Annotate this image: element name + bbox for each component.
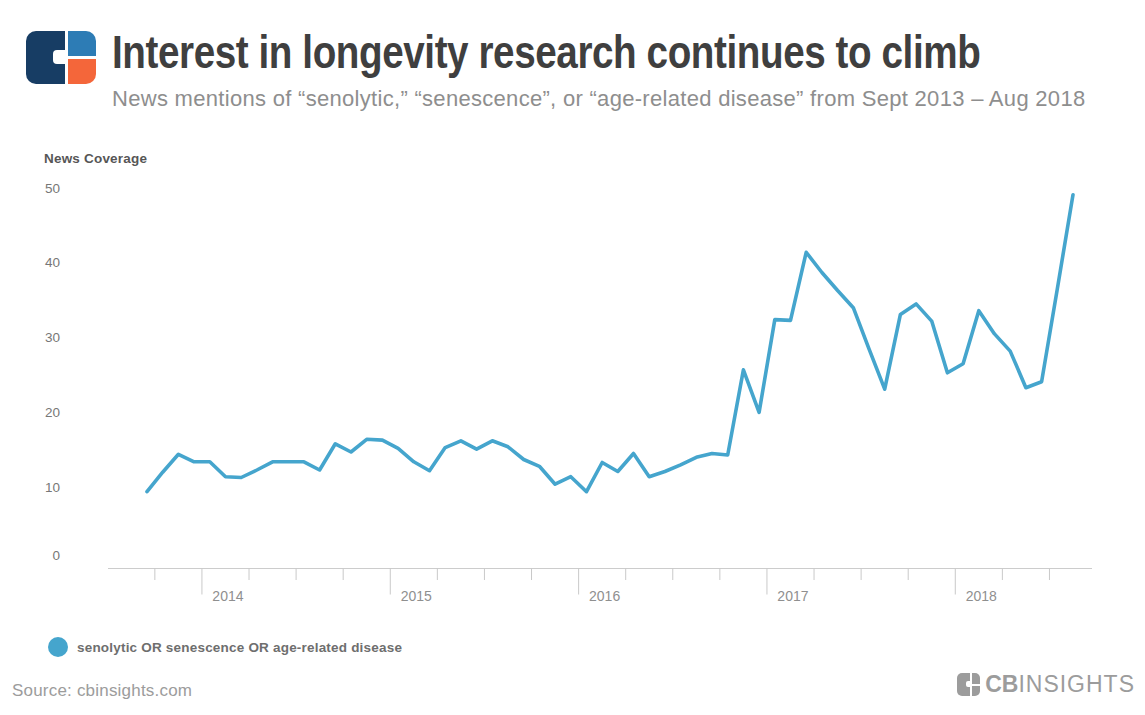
y-axis-tick-label: 20	[45, 405, 60, 420]
x-axis-year-label: 2014	[212, 588, 243, 604]
legend-label: senolytic OR senescence OR age-related d…	[77, 640, 402, 655]
gray-logo-square-bottom	[972, 686, 980, 697]
gray-logo-square-top	[972, 673, 980, 684]
line-chart[interactable]: 0 10 20 30 40 50 2014 2015 2016 2017 2018	[0, 0, 1145, 715]
y-axis-tick-label: 40	[45, 255, 60, 270]
legend-swatch-icon	[48, 637, 68, 657]
legend-item[interactable]: senolytic OR senescence OR age-related d…	[48, 637, 402, 657]
x-axis-year-label: 2015	[401, 588, 432, 604]
y-axis-tick-label: 0	[52, 548, 60, 563]
cb-insights-logo-gray	[957, 673, 980, 696]
gray-logo-c-block	[957, 673, 970, 696]
footer-brand: CBINSIGHTS	[957, 673, 1135, 696]
y-axis-tick-label: 10	[45, 480, 60, 495]
x-axis-year-label: 2016	[589, 588, 620, 604]
gray-logo-notch	[966, 681, 970, 687]
footer-brand-light: INSIGHTS	[1018, 671, 1135, 697]
series-line[interactable]	[147, 195, 1073, 492]
source-text: Source: cbinsights.com	[12, 681, 192, 701]
x-axis-year-label: 2018	[966, 588, 997, 604]
x-axis-year-label: 2017	[777, 588, 808, 604]
y-axis-tick-label: 30	[45, 330, 60, 345]
footer-brand-text: CBINSIGHTS	[985, 673, 1135, 696]
y-axis-tick-label: 50	[45, 181, 60, 196]
footer-brand-bold: CB	[985, 671, 1018, 697]
